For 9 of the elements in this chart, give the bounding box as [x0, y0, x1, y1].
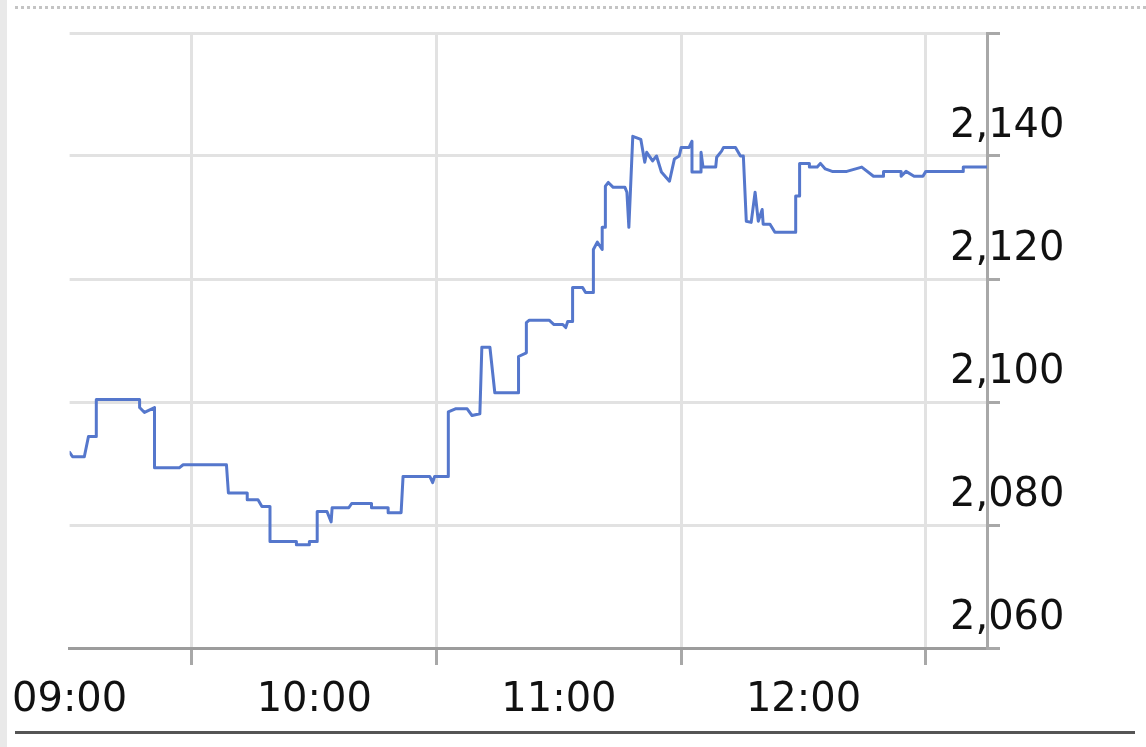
- y-tick-label: 2,060: [950, 592, 1065, 639]
- x-tick-label: 10:00: [256, 674, 372, 721]
- y-tick-label: 2,080: [950, 469, 1065, 516]
- x-tick-label: 09:00: [12, 674, 128, 721]
- y-tick-label: 2,120: [950, 223, 1065, 270]
- x-tick-label: 12:00: [745, 674, 862, 721]
- y-tick-label: 2,100: [950, 346, 1065, 393]
- y-tick-label: 2,140: [950, 100, 1065, 147]
- x-tick-label: 11:00: [501, 674, 617, 721]
